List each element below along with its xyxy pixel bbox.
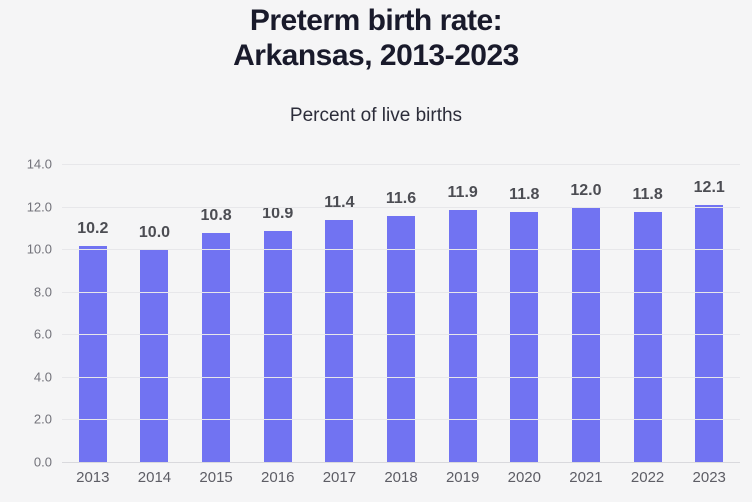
bar-value-label: 10.2: [77, 219, 109, 237]
y-axis-tick-label: 6.0: [33, 326, 52, 342]
bar: [263, 231, 292, 463]
bar-column: 11.8: [617, 165, 679, 463]
bar: [633, 211, 662, 463]
bar-column: 11.6: [370, 165, 432, 463]
bar-value-label: 10.8: [200, 207, 232, 225]
bars-container: 10.2 10.0 10.8 10.9 11.4 11.6 11.9 11.8 12.0 11.8…: [62, 165, 740, 463]
bar-value-label: 12.0: [570, 181, 602, 199]
x-axis-baseline: 0.0: [34, 455, 740, 470]
y-axis-tick-label: 12.0: [26, 199, 52, 215]
x-axis-label: 2023: [692, 469, 726, 486]
y-axis-tick-label: 14.0: [26, 156, 52, 172]
bar: [202, 233, 231, 463]
gridline: 6.0: [34, 327, 740, 342]
gridline: 8.0: [34, 284, 740, 299]
chart-title: Preterm birth rate: Arkansas, 2013-2023: [0, 0, 752, 73]
bar-value-label: 11.8: [509, 185, 540, 203]
x-axis-label: 2020: [507, 469, 541, 486]
bar: [325, 220, 354, 463]
bar-value-label: 12.1: [693, 179, 725, 197]
y-axis-tick-label: 2.0: [33, 411, 52, 427]
x-axis-label: 2015: [199, 469, 233, 486]
y-axis-tick-label: 4.0: [33, 369, 52, 385]
bar-column: 11.8: [493, 165, 555, 463]
bar-column: 10.9: [247, 165, 309, 463]
x-axis-label: 2021: [569, 469, 603, 486]
bar-chart: 10.2 10.0 10.8 10.9 11.4 11.6 11.9 11.8 12.0 11.8…: [0, 150, 752, 490]
x-axis-label: 2013: [76, 469, 110, 486]
bar: [448, 209, 477, 463]
x-axis-label: 2022: [630, 469, 665, 486]
bar: [140, 250, 169, 463]
bar-column: 10.0: [124, 165, 186, 463]
bar-column: 11.9: [432, 165, 494, 463]
gridline: 2.0: [34, 412, 740, 427]
gridline: 4.0: [34, 369, 740, 384]
x-axis-label: 2016: [261, 469, 295, 486]
bar-value-label: 11.8: [632, 185, 663, 203]
plot-area: 10.2 10.0 10.8 10.9 11.4 11.6 11.9 11.8 12.0 11.8…: [27, 157, 740, 470]
bar-column: 10.8: [185, 165, 247, 463]
gridline: 12.0: [27, 199, 740, 214]
bar-value-label: 11.6: [385, 190, 417, 208]
bar-column: 12.0: [555, 165, 617, 463]
x-axis-label: 2014: [137, 469, 172, 486]
bar-column: 11.4: [309, 165, 371, 463]
y-axis-tick-label: 8.0: [33, 284, 52, 300]
chart-title-line1: Preterm birth rate:: [249, 4, 503, 37]
x-axis-label: 2018: [384, 469, 418, 486]
y-axis-tick-label: 0.0: [33, 454, 52, 470]
bar-value-label: 10.0: [138, 224, 171, 242]
bar: [387, 216, 416, 463]
bar-value-label: 11.9: [447, 183, 478, 201]
chart-subtitle: Percent of live births: [289, 105, 463, 126]
y-axis-tick-label: 10.0: [26, 241, 52, 257]
bar-value-label: 10.9: [262, 205, 294, 222]
bar: [510, 211, 539, 463]
bar-column: 12.1: [678, 165, 740, 463]
chart-title-line2: Arkansas, 2013-2023: [233, 38, 519, 72]
bar-value-label: 11.4: [324, 194, 355, 212]
x-axis-labels: 2013 2014 2015 2016 2017 2018 2019 2020 2021 2022…: [62, 469, 740, 486]
gridline: 14.0: [27, 157, 740, 172]
bar: [78, 245, 107, 463]
bar-column: 10.2: [62, 165, 124, 463]
x-axis-label: 2019: [445, 469, 480, 486]
gridline: 10.0: [27, 242, 740, 257]
x-axis-label: 2017: [322, 469, 357, 486]
